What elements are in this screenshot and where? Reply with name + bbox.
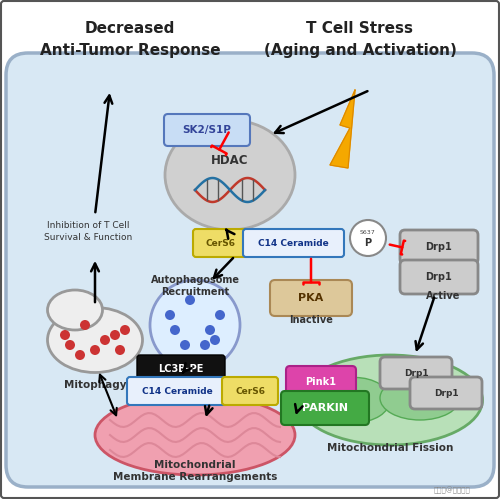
Text: Recruitment: Recruitment — [161, 287, 229, 297]
Text: Anti-Tumor Response: Anti-Tumor Response — [40, 42, 220, 57]
Text: Drp1: Drp1 — [426, 242, 452, 252]
Ellipse shape — [320, 378, 390, 423]
FancyBboxPatch shape — [222, 377, 278, 405]
Circle shape — [100, 335, 110, 345]
Text: CerS6: CerS6 — [235, 387, 265, 396]
Text: Pink1: Pink1 — [306, 377, 336, 387]
Circle shape — [165, 310, 175, 320]
Polygon shape — [330, 90, 355, 168]
Circle shape — [185, 295, 195, 305]
Text: Drp1: Drp1 — [434, 389, 458, 398]
Circle shape — [110, 330, 120, 340]
Text: Mitochondrial: Mitochondrial — [154, 460, 236, 470]
Text: 搜狐号@硒养生物: 搜狐号@硒养生物 — [433, 487, 470, 494]
Circle shape — [210, 335, 220, 345]
Circle shape — [215, 310, 225, 320]
FancyBboxPatch shape — [137, 355, 225, 383]
FancyBboxPatch shape — [270, 280, 352, 316]
Text: T Cell Stress: T Cell Stress — [306, 20, 414, 35]
Circle shape — [180, 340, 190, 350]
Text: Inhibition of T Cell: Inhibition of T Cell — [47, 221, 129, 230]
Text: PKA: PKA — [298, 293, 324, 303]
Circle shape — [205, 325, 215, 335]
FancyBboxPatch shape — [281, 391, 369, 425]
FancyBboxPatch shape — [286, 366, 356, 398]
Text: Drp1: Drp1 — [404, 368, 428, 378]
Circle shape — [60, 330, 70, 340]
FancyBboxPatch shape — [400, 260, 478, 294]
FancyBboxPatch shape — [400, 230, 478, 264]
Circle shape — [65, 340, 75, 350]
Text: PARKIN: PARKIN — [302, 403, 348, 413]
Text: S637: S637 — [360, 230, 376, 235]
FancyBboxPatch shape — [410, 377, 482, 409]
Circle shape — [75, 350, 85, 360]
Circle shape — [120, 325, 130, 335]
FancyBboxPatch shape — [380, 357, 452, 389]
Ellipse shape — [298, 355, 482, 445]
FancyBboxPatch shape — [164, 114, 250, 146]
Text: Autophagosome: Autophagosome — [150, 275, 240, 285]
Text: Inactive: Inactive — [289, 315, 333, 325]
Text: Drp1: Drp1 — [426, 272, 452, 282]
Circle shape — [80, 320, 90, 330]
Ellipse shape — [95, 395, 295, 475]
Ellipse shape — [48, 290, 102, 330]
Ellipse shape — [48, 307, 142, 372]
Text: Survival & Function: Survival & Function — [44, 234, 132, 243]
Text: P: P — [364, 238, 372, 248]
Circle shape — [150, 280, 240, 370]
Text: HDAC: HDAC — [211, 154, 249, 167]
FancyBboxPatch shape — [6, 53, 494, 487]
Ellipse shape — [165, 120, 295, 230]
Text: Membrane Rearrangements: Membrane Rearrangements — [113, 472, 277, 482]
FancyBboxPatch shape — [243, 229, 344, 257]
Text: (Aging and Activation): (Aging and Activation) — [264, 42, 456, 57]
Circle shape — [200, 340, 210, 350]
Circle shape — [115, 345, 125, 355]
Circle shape — [170, 325, 180, 335]
Text: Decreased: Decreased — [85, 20, 175, 35]
Text: CerS6: CerS6 — [206, 239, 236, 248]
FancyBboxPatch shape — [127, 377, 228, 405]
FancyBboxPatch shape — [193, 229, 249, 257]
Text: C14 Ceramide: C14 Ceramide — [258, 239, 328, 248]
Circle shape — [90, 345, 100, 355]
Text: Mitochondrial Fission: Mitochondrial Fission — [327, 443, 453, 453]
Text: LC3B-PE: LC3B-PE — [158, 364, 204, 374]
Text: C14 Ceramide: C14 Ceramide — [142, 387, 212, 396]
Text: Active: Active — [426, 291, 460, 301]
Text: Mitophagy: Mitophagy — [64, 380, 126, 390]
Ellipse shape — [380, 376, 460, 420]
Text: SK2/S1P: SK2/S1P — [182, 125, 232, 135]
Circle shape — [350, 220, 386, 256]
